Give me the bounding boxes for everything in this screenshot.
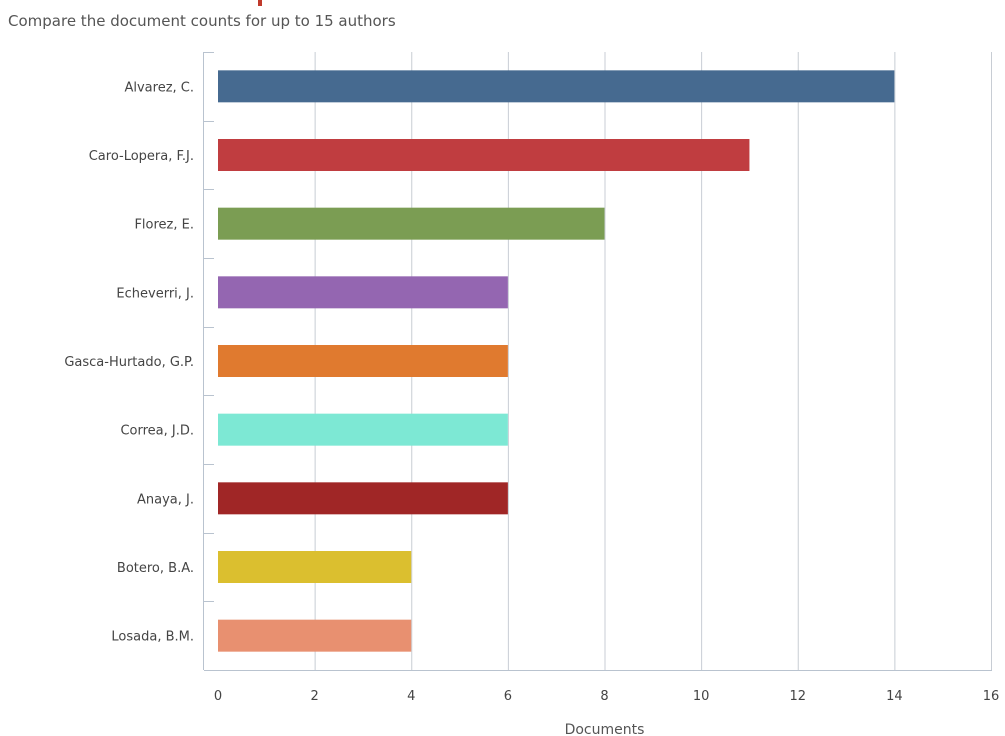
bar-7[interactable] bbox=[218, 551, 412, 583]
category-label-4: Gasca-Hurtado, G.P. bbox=[64, 355, 194, 370]
category-label-5: Correa, J.D. bbox=[120, 424, 194, 439]
x-tick-label-2: 4 bbox=[407, 689, 415, 704]
bar-2[interactable] bbox=[218, 207, 605, 240]
chart-subtitle: Compare the document counts for up to 15… bbox=[8, 12, 396, 30]
bar-3[interactable] bbox=[218, 276, 508, 309]
x-tick-label-8: 16 bbox=[983, 689, 1000, 704]
category-label-2: Florez, E. bbox=[134, 218, 194, 233]
category-label-6: Anaya, J. bbox=[137, 492, 194, 507]
x-tick-label-0: 0 bbox=[214, 689, 222, 704]
bar-5[interactable] bbox=[218, 413, 508, 446]
category-label-3: Echeverri, J. bbox=[116, 286, 194, 301]
bar-0[interactable] bbox=[218, 70, 895, 103]
bar-8[interactable] bbox=[218, 619, 412, 652]
bar-4[interactable] bbox=[218, 345, 508, 377]
x-tick-label-5: 10 bbox=[693, 689, 710, 704]
category-label-7: Botero, B.A. bbox=[117, 561, 194, 576]
x-tick-label-7: 14 bbox=[886, 689, 903, 704]
bar-6[interactable] bbox=[218, 482, 508, 515]
x-tick-label-3: 6 bbox=[504, 689, 512, 704]
x-tick-label-6: 12 bbox=[789, 689, 806, 704]
category-label-0: Alvarez, C. bbox=[124, 80, 194, 95]
title-fragment bbox=[258, 0, 262, 6]
x-tick-label-1: 2 bbox=[310, 689, 318, 704]
category-label-8: Losada, B.M. bbox=[111, 630, 194, 645]
x-axis-title: Documents bbox=[565, 722, 645, 736]
x-tick-label-4: 8 bbox=[600, 689, 608, 704]
bar-1[interactable] bbox=[218, 139, 750, 171]
category-label-1: Caro-Lopera, F.J. bbox=[89, 149, 194, 164]
